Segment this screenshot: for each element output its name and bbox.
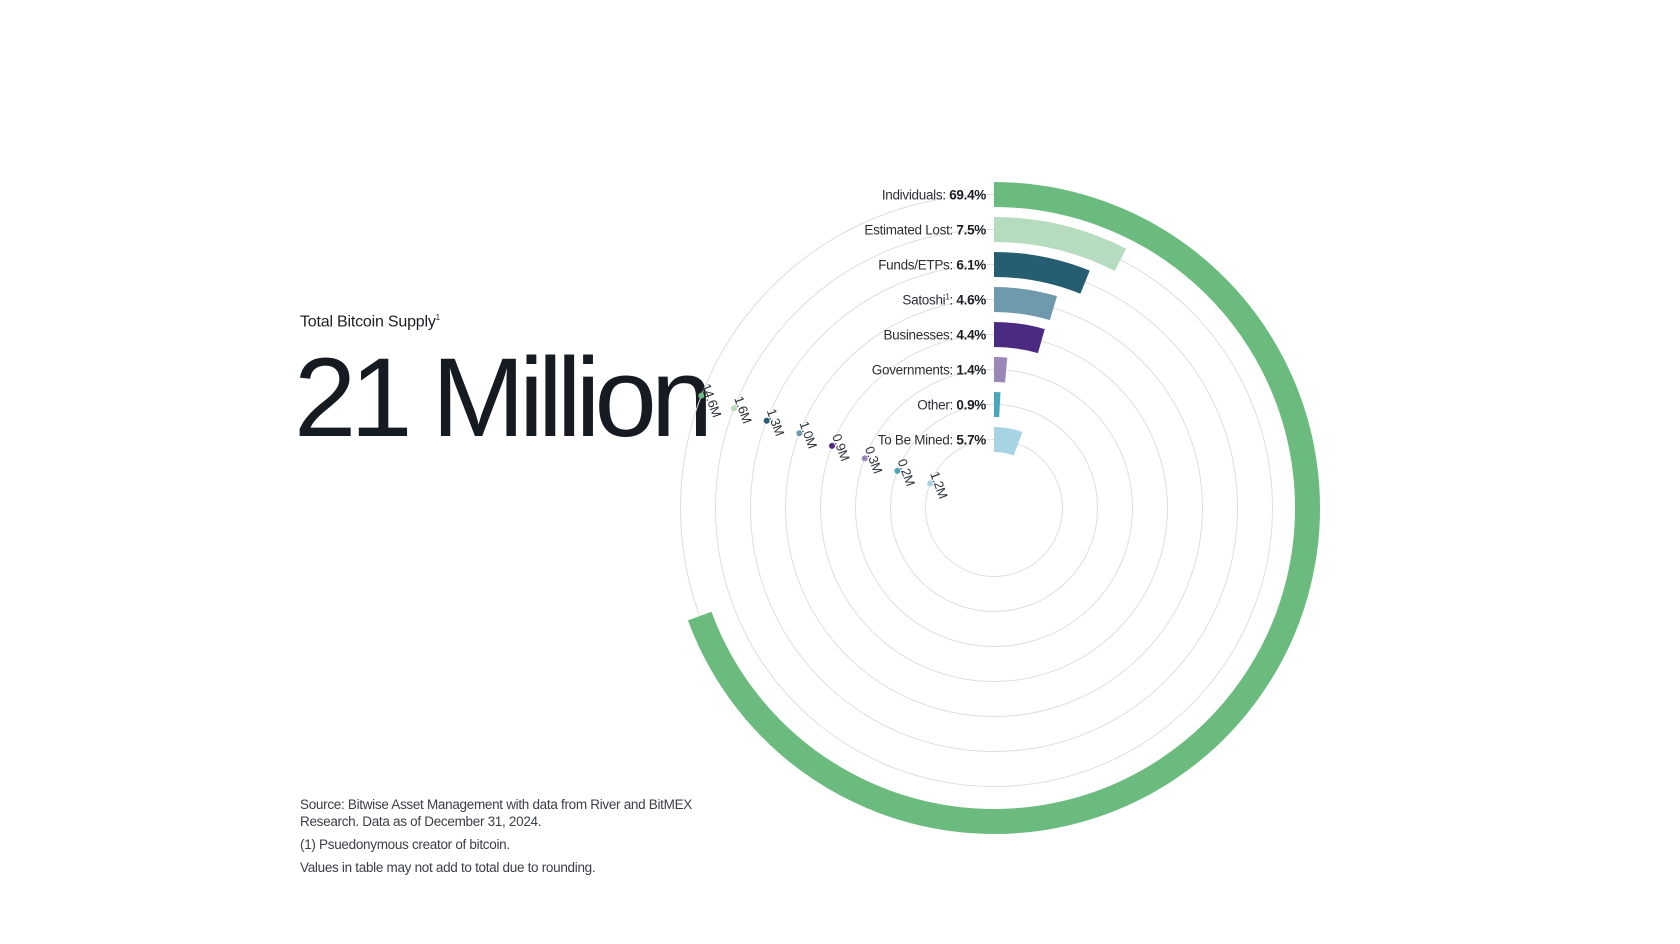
category-percent: 7.5% <box>956 223 986 238</box>
bar-governments <box>993 357 1008 383</box>
amount-dot <box>763 417 770 424</box>
category-colon: : <box>950 293 957 308</box>
guide-ring <box>820 334 1168 682</box>
category-percent: 4.6% <box>956 293 986 308</box>
amount-dot <box>861 455 868 462</box>
bar-businesses <box>993 322 1045 354</box>
category-label: To Be Mined: 5.7% <box>878 433 987 448</box>
category-colon: : <box>950 258 957 273</box>
category-name: Other <box>917 398 950 413</box>
amount-dot <box>731 405 737 412</box>
category-name: Estimated Lost <box>864 223 950 238</box>
amount-dot <box>894 467 901 474</box>
category-label: Individuals: 69.4% <box>882 188 986 203</box>
category-name: Governments <box>872 363 950 378</box>
amount-dot <box>698 392 705 399</box>
category-colon: : <box>950 363 957 378</box>
bar-estimated-lost <box>993 217 1127 272</box>
supply-label-footnote-mark: 1 <box>435 313 440 322</box>
amount-dot <box>927 480 934 487</box>
amount-dot <box>796 430 803 437</box>
bar-to-be-mined <box>993 427 1023 456</box>
supply-label-text: Total Bitcoin Supply <box>300 313 436 331</box>
category-name: Individuals <box>882 188 943 203</box>
category-name: Satoshi <box>902 293 945 308</box>
category-colon: : <box>950 433 957 448</box>
amount-dot <box>829 442 836 449</box>
footnote-rounding: Values in table may not add to total due… <box>300 860 596 875</box>
amount-label: 14.6M <box>699 382 725 420</box>
category-label: Other: 0.9% <box>917 398 986 413</box>
category-percent: 1.4% <box>956 363 986 378</box>
category-percent: 4.4% <box>956 328 986 343</box>
category-percent: 6.1% <box>956 258 986 273</box>
footnotes: Source: Bitwise Asset Management with da… <box>300 796 740 882</box>
bar-individuals <box>687 182 1320 834</box>
category-percent: 5.7% <box>956 433 986 448</box>
category-footnote-mark: 1 <box>945 293 950 302</box>
category-name: To Be Mined <box>878 433 950 448</box>
guide-ring <box>715 229 1273 787</box>
category-colon: : <box>950 328 957 343</box>
category-percent: 69.4% <box>949 188 986 203</box>
category-label: Governments: 1.4% <box>872 363 987 378</box>
guide-ring <box>785 299 1203 717</box>
category-label: Satoshi1: 4.6% <box>902 293 986 308</box>
total-supply-value: 21 Million <box>294 335 713 460</box>
footnote-satoshi: (1) Psuedonymous creator of bitcoin. <box>300 837 510 852</box>
category-name: Businesses <box>883 328 950 343</box>
supply-label: Total Bitcoin Supply1 <box>300 313 440 331</box>
source-note: Source: Bitwise Asset Management with da… <box>300 797 692 829</box>
category-colon: : <box>950 223 957 238</box>
category-label: Estimated Lost: 7.5% <box>864 223 986 238</box>
bar-satoshi <box>993 287 1057 321</box>
bar-funds-etps <box>993 252 1090 294</box>
category-colon: : <box>950 398 957 413</box>
category-colon: : <box>942 188 949 203</box>
category-label: Businesses: 4.4% <box>883 328 986 343</box>
category-percent: 0.9% <box>956 398 986 413</box>
category-label: Funds/ETPs: 6.1% <box>878 258 986 273</box>
guide-ring <box>925 439 1063 577</box>
category-name: Funds/ETPs <box>878 258 950 273</box>
